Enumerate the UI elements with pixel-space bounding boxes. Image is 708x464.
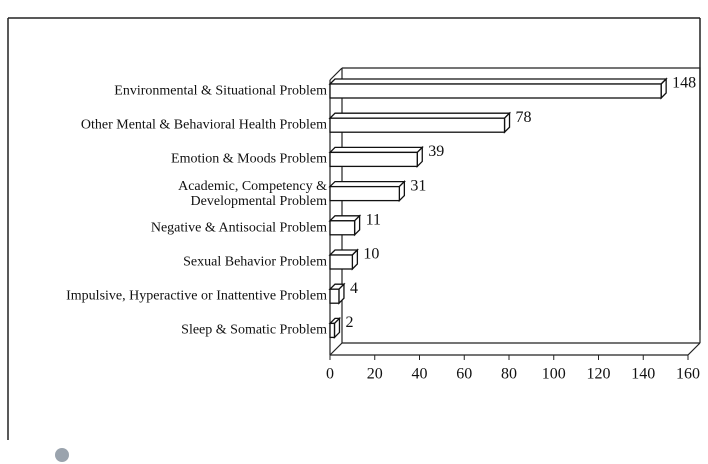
bar-face [328, 146, 424, 154]
value-label: 10 [363, 246, 379, 263]
bar-face [328, 78, 668, 85]
x-tick-label: 60 [456, 366, 472, 383]
bar-face [329, 322, 336, 339]
x-tick-label: 140 [631, 366, 655, 383]
category-label: Sleep & Somatic Problem [181, 322, 327, 338]
bar-face [329, 83, 662, 99]
value-label: 39 [428, 143, 444, 160]
x-tick-label: 80 [501, 366, 517, 383]
x-tick-label: 100 [542, 366, 566, 383]
category-label: Academic, Competency & Developmental Pro… [178, 178, 327, 209]
category-label: Other Mental & Behavioral Health Problem [80, 117, 327, 133]
bar-face [329, 151, 418, 168]
category-label: Negative & Antisocial Problem [150, 220, 327, 236]
icon [55, 448, 69, 462]
x-tick-label: 40 [412, 366, 428, 383]
category-label: Environmental & Situational Problem [114, 83, 327, 99]
category-label: Impulsive, Hyperactive or Inattentive Pr… [66, 288, 327, 304]
bar-face [329, 185, 401, 202]
bar [328, 282, 346, 305]
bar-face [329, 117, 506, 133]
bar-face [328, 180, 406, 188]
bar [328, 214, 362, 237]
bar [328, 316, 342, 339]
bar [328, 248, 359, 271]
value-label: 4 [350, 280, 358, 297]
value-label: 31 [410, 177, 426, 194]
category-label: Emotion & Moods Problem [171, 151, 327, 167]
bar [328, 77, 668, 100]
x-tick-label: 20 [367, 366, 383, 383]
bar-face [329, 254, 354, 270]
bar-face [329, 220, 356, 236]
x-tick-label: 0 [326, 366, 334, 383]
bar [328, 111, 512, 134]
value-label: 78 [516, 109, 532, 126]
bar [328, 180, 406, 203]
category-label: Sexual Behavior Problem [183, 254, 327, 270]
bar-face [328, 112, 512, 119]
bar [328, 145, 424, 168]
value-label: 2 [345, 314, 353, 331]
x-tick-label: 160 [676, 366, 700, 383]
value-label: 148 [672, 75, 696, 92]
x-tick-label: 120 [587, 366, 611, 383]
bar-face [329, 288, 340, 304]
value-label: 11 [366, 211, 381, 228]
